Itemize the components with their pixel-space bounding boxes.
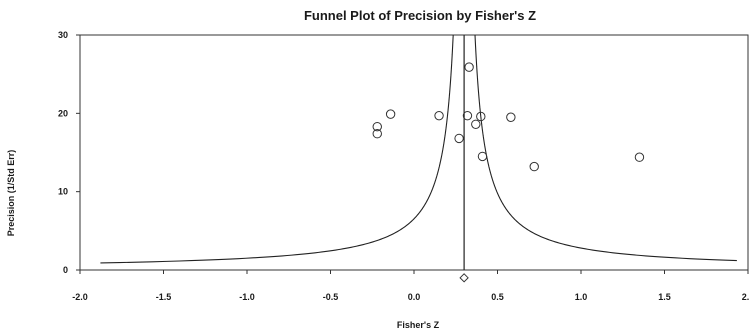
funnel-left-boundary xyxy=(100,34,454,264)
x-tick-label: -1.0 xyxy=(239,292,255,302)
study-point xyxy=(434,110,444,121)
y-tick-label: 30 xyxy=(58,30,68,40)
study-point xyxy=(529,161,539,172)
x-axis-label: Fisher's Z xyxy=(397,320,440,330)
study-point xyxy=(476,111,486,122)
plot-frame xyxy=(79,34,749,271)
x-tick-label: -2.0 xyxy=(72,292,88,302)
chart-title: Funnel Plot of Precision by Fisher's Z xyxy=(304,8,536,23)
study-point xyxy=(372,129,382,139)
imputed-point xyxy=(459,273,469,283)
x-tick-label: 0.5 xyxy=(491,292,504,302)
study-point xyxy=(464,62,474,72)
x-tick-label: -1.5 xyxy=(156,292,172,302)
study-point xyxy=(454,133,464,144)
y-tick-label: 0 xyxy=(63,265,68,275)
study-point xyxy=(372,121,382,132)
x-tick-label: 2.0 xyxy=(742,292,749,302)
y-tick-label: 20 xyxy=(58,108,68,118)
y-axis-label: Precision (1/Std Err) xyxy=(6,150,16,237)
study-point xyxy=(506,112,516,122)
study-point xyxy=(634,152,645,162)
x-tick-label: 1.5 xyxy=(658,292,671,302)
study-point xyxy=(462,110,473,121)
y-tick-label: 10 xyxy=(58,187,68,197)
x-tick-label: 0.0 xyxy=(408,292,421,302)
study-point xyxy=(477,151,488,162)
x-tick-label: -0.5 xyxy=(323,292,339,302)
study-point xyxy=(471,119,481,130)
x-tick-label: 1.0 xyxy=(575,292,588,302)
funnel-right-boundary xyxy=(474,34,737,262)
study-point xyxy=(385,109,396,119)
